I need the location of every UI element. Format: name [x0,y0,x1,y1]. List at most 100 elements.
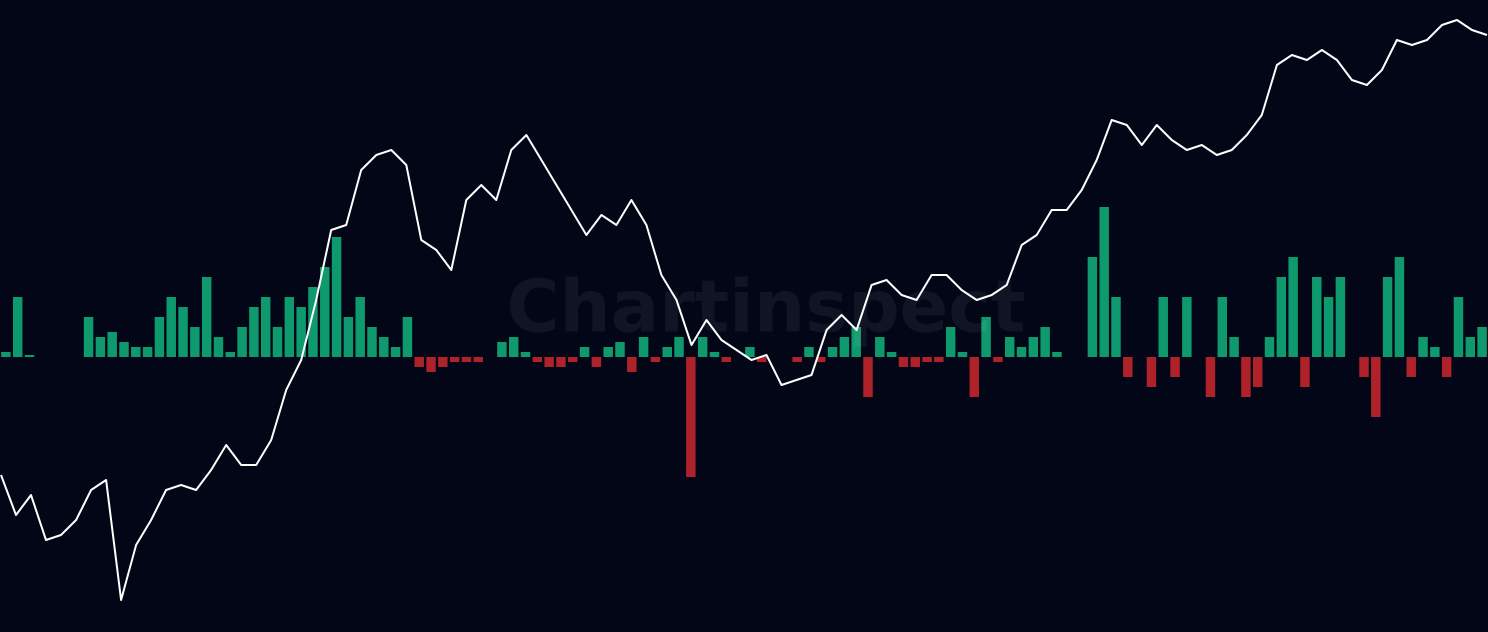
bar [922,357,932,362]
bar [284,297,295,357]
bar [568,357,578,362]
bar [1217,297,1228,357]
bar [1477,327,1487,357]
bar [697,337,708,357]
bar [544,357,554,367]
bar [1016,347,1027,357]
bar [225,352,236,357]
bar [945,327,956,357]
bar [615,342,625,357]
bar [686,357,696,477]
bar [886,352,897,357]
bar [1276,277,1287,357]
bar [1371,357,1381,417]
bar [603,347,613,357]
bar [721,357,732,362]
bar [83,317,94,357]
bar [1123,357,1133,377]
bar [1028,337,1039,357]
bar [1312,277,1322,357]
bar [520,352,531,357]
bar [119,342,129,357]
watermark: Chartinspect [507,265,1026,349]
bar [213,337,224,357]
bar [1111,297,1121,357]
bar [308,287,318,357]
bar [249,307,259,357]
bar [827,347,838,357]
bar [957,352,968,357]
bar [1146,357,1157,387]
bar [390,347,401,357]
bar [863,357,873,397]
bar [461,357,472,362]
bar [1182,297,1192,357]
bar [745,347,755,357]
bar [1323,297,1334,357]
bar [981,317,991,357]
bar [201,277,212,357]
bar [1040,327,1050,357]
bar [756,357,767,362]
bar [1382,277,1393,357]
bar [650,357,661,362]
bar [426,357,436,372]
bar [107,332,117,357]
bar [1418,337,1428,357]
bar [638,337,649,357]
bar [272,327,283,357]
bar [709,352,720,357]
bar [1052,352,1062,357]
bar [556,357,566,367]
bar [662,347,672,357]
bar [1394,257,1405,357]
bar [402,317,413,357]
bar [804,347,814,357]
bar [579,347,590,357]
bar [1359,357,1369,377]
bar [237,327,247,357]
bar [1441,357,1452,377]
bar [414,357,424,367]
bar [1453,297,1464,357]
bar [166,297,176,357]
bar [1205,357,1216,397]
bar [851,327,861,357]
bar [178,307,188,357]
bar [1099,207,1109,357]
price-line-layer [0,19,1488,601]
bar [95,337,106,357]
bar [24,355,35,357]
bar [1406,357,1416,377]
bar [142,347,153,357]
bar [508,337,519,357]
bar [674,337,684,357]
bar [1335,277,1346,357]
bar [1087,257,1098,357]
bar [591,357,602,367]
bar [1300,357,1310,387]
bar [839,337,850,357]
bar [367,327,377,357]
bar [190,327,200,357]
bar [1229,337,1239,357]
bar [343,317,354,357]
bar [1241,357,1251,397]
bar [1288,257,1298,357]
bar [1170,357,1180,377]
bar [1465,337,1476,357]
bar [532,357,543,362]
bar [910,357,920,367]
bar [449,357,460,362]
bar [993,357,1003,362]
bar [792,357,802,362]
bar [1004,337,1015,357]
bar [379,337,389,357]
bar [1,352,11,357]
bar [296,307,306,357]
bar [627,357,637,372]
bar [320,267,330,357]
bar [969,357,980,397]
